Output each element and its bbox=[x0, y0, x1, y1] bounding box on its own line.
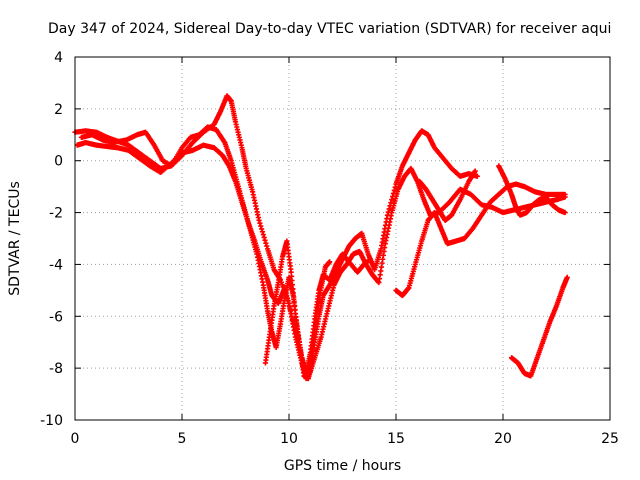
x-tick-label: 15 bbox=[387, 431, 405, 447]
data-point bbox=[367, 256, 373, 262]
series-sat-d bbox=[262, 238, 333, 382]
y-tick-label: -6 bbox=[49, 309, 63, 325]
chart-title: Day 347 of 2024, Sidereal Day-to-day VTE… bbox=[48, 21, 611, 37]
ticks: 0 5 10 15 20 25 -10 -8 -6 -4 -2 0 2 4 bbox=[40, 50, 619, 447]
y-tick-label: -8 bbox=[49, 361, 63, 377]
data-point bbox=[263, 240, 269, 246]
data-point bbox=[258, 223, 264, 229]
plot-frame bbox=[74, 56, 611, 421]
data-point bbox=[562, 209, 568, 216]
y-tick-label: 4 bbox=[54, 50, 63, 66]
series-sat-f bbox=[416, 168, 478, 223]
data-point bbox=[261, 234, 267, 241]
x-tick-label: 10 bbox=[280, 431, 298, 447]
data-point bbox=[257, 220, 263, 226]
series-sat-e bbox=[393, 181, 568, 299]
x-tick-label: 5 bbox=[178, 431, 187, 447]
data-point bbox=[264, 243, 270, 249]
y-tick-label: 0 bbox=[54, 154, 63, 170]
data-point bbox=[260, 232, 266, 238]
data-point bbox=[259, 226, 265, 232]
y-tick-label: -2 bbox=[49, 206, 63, 222]
x-tick-label: 0 bbox=[71, 431, 80, 447]
data-point bbox=[386, 206, 392, 212]
data-point bbox=[389, 197, 395, 203]
y-tick-label: 2 bbox=[54, 102, 63, 118]
data-point bbox=[262, 237, 268, 243]
data-point bbox=[391, 187, 397, 193]
series-sat-h bbox=[508, 274, 570, 379]
data-point bbox=[564, 274, 570, 280]
data-point bbox=[472, 168, 478, 174]
y-tick-label: -10 bbox=[40, 413, 63, 429]
x-tick-label: 20 bbox=[494, 431, 512, 447]
y-tick-label: -4 bbox=[49, 257, 63, 273]
data-point bbox=[256, 217, 262, 223]
series-sat-g bbox=[496, 163, 568, 218]
grid bbox=[75, 57, 610, 420]
data-point bbox=[562, 191, 568, 198]
x-axis-label: GPS time / hours bbox=[284, 458, 401, 474]
data-point bbox=[259, 229, 266, 235]
x-tick-label: 25 bbox=[601, 431, 619, 447]
data-point bbox=[474, 173, 480, 179]
data-point bbox=[327, 259, 333, 265]
y-axis-label: SDTVAR / TECUs bbox=[7, 181, 23, 296]
series-layer bbox=[72, 93, 570, 382]
